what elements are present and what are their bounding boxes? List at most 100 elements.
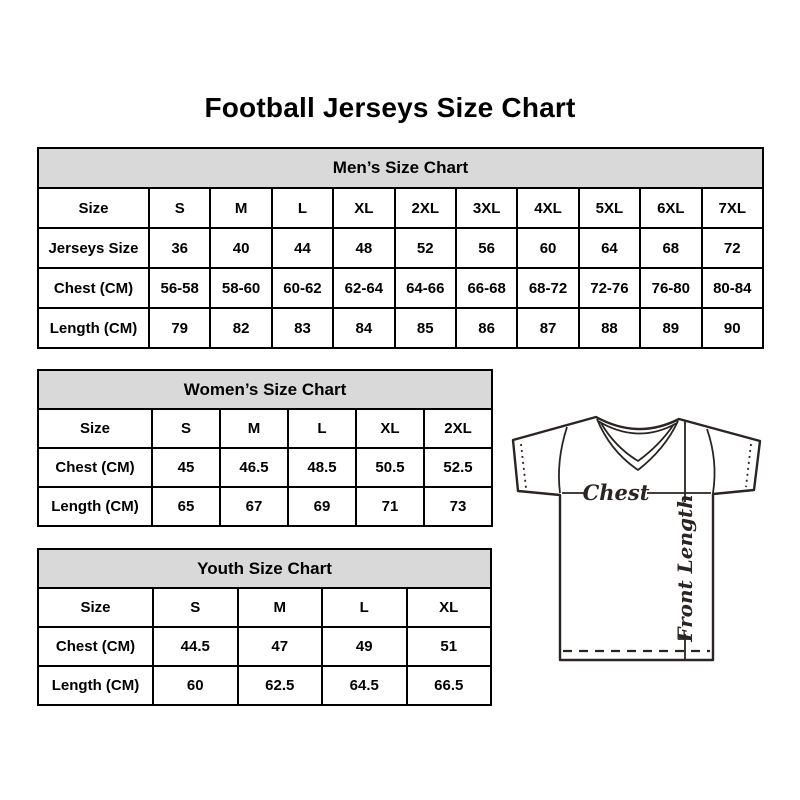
table-cell: 84 <box>332 307 396 349</box>
table-cell: 49 <box>321 626 408 667</box>
table-row: Chest (CM) 56-58 58-60 60-62 62-64 64-66 66-68… <box>37 267 765 309</box>
table-cell: 52 <box>393 227 457 269</box>
row-header: Length (CM) <box>37 307 150 349</box>
table-row: Length (CM) 79 82 83 84 85 86 87 88 89 90 <box>37 307 765 349</box>
table-cell: 60-62 <box>270 267 335 309</box>
table-row: Chest (CM) 45 46.5 48.5 50.5 52.5 <box>37 447 493 488</box>
table-cell: XL <box>332 187 396 229</box>
jersey-measurement-diagram: Chest Front Length <box>511 415 762 662</box>
jersey-collar-inner-v <box>600 422 675 462</box>
table-cell: 88 <box>577 307 642 349</box>
table-cell: 48.5 <box>287 447 357 488</box>
table-cell: 69 <box>287 486 357 527</box>
front-length-measure-line <box>678 420 692 659</box>
jersey-collar-outer-v <box>596 418 679 471</box>
table-cell: 76-80 <box>639 267 703 309</box>
table-cell: 44.5 <box>152 626 239 667</box>
table-row: Length (CM) 65 67 69 71 73 <box>37 486 493 527</box>
table-cell: 58-60 <box>209 267 273 309</box>
table-cell: 68 <box>639 227 703 269</box>
table-cell: 3XL <box>454 187 519 229</box>
jersey-collar-band <box>597 420 678 435</box>
table-cell: 5XL <box>577 187 642 229</box>
section-header-row: Youth Size Chart <box>37 548 492 589</box>
table-cell: L <box>321 587 408 628</box>
row-header: Chest (CM) <box>37 447 153 488</box>
table-cell: 56 <box>454 227 519 269</box>
table-cell: 47 <box>236 626 323 667</box>
table-row: Chest (CM) 44.5 47 49 51 <box>37 626 492 667</box>
section-header-row: Women’s Size Chart <box>37 369 493 410</box>
table-cell: 6XL <box>639 187 703 229</box>
table-cell: 80-84 <box>700 267 765 309</box>
table-cell: 40 <box>209 227 273 269</box>
chest-measure-label: Chest <box>583 480 650 505</box>
table-cell: 7XL <box>700 187 765 229</box>
row-header: Length (CM) <box>37 486 153 527</box>
table-cell: 64 <box>577 227 642 269</box>
table-cell: 73 <box>423 486 493 527</box>
row-header: Chest (CM) <box>37 267 150 309</box>
table-row: Jerseys Size 36 40 44 48 52 56 60 64 68 72 <box>37 227 765 269</box>
table-row: Size S M L XL 2XL 3XL 4XL 5XL 6XL 7XL <box>37 187 765 229</box>
jersey-right-armhole-seam <box>706 428 716 494</box>
row-header: Size <box>37 187 150 229</box>
table-cell: 90 <box>700 307 765 349</box>
youth-table-title: Youth Size Chart <box>37 548 492 589</box>
mens-size-table: Men’s Size Chart Size S M L XL 2XL 3XL 4XL 5XL 6X… <box>37 147 765 349</box>
table-cell: 64.5 <box>321 665 408 706</box>
table-cell: 50.5 <box>355 447 425 488</box>
table-cell: 2XL <box>393 187 457 229</box>
table-cell: XL <box>405 587 492 628</box>
table-cell: 52.5 <box>423 447 493 488</box>
table-cell: 45 <box>151 447 221 488</box>
table-cell: L <box>287 408 357 449</box>
row-header: Jerseys Size <box>37 227 150 269</box>
front-length-measure-label: Front Length <box>673 494 697 643</box>
youth-size-table: Youth Size Chart Size S M L XL Chest (CM) 44.5… <box>37 548 492 706</box>
jersey-left-cuff-stitch <box>520 443 527 489</box>
womens-table-title: Women’s Size Chart <box>37 369 493 410</box>
table-cell: 65 <box>151 486 221 527</box>
womens-size-table: Women’s Size Chart Size S M L XL 2XL Chest (CM… <box>37 369 493 527</box>
table-cell: 2XL <box>423 408 493 449</box>
row-header: Size <box>37 587 154 628</box>
row-header: Length (CM) <box>37 665 154 706</box>
table-cell: 64-66 <box>393 267 457 309</box>
table-cell: 46.5 <box>219 447 289 488</box>
jersey-left-armhole-seam <box>558 426 568 494</box>
table-cell: S <box>147 187 212 229</box>
row-header: Chest (CM) <box>37 626 154 667</box>
table-cell: 56-58 <box>147 267 212 309</box>
table-cell: 85 <box>393 307 457 349</box>
table-row: Size S M L XL 2XL <box>37 408 493 449</box>
jersey-outline <box>511 415 762 662</box>
table-cell: 62-64 <box>332 267 396 309</box>
table-cell: 66-68 <box>454 267 519 309</box>
table-row: Length (CM) 60 62.5 64.5 66.5 <box>37 665 492 706</box>
table-cell: 79 <box>147 307 212 349</box>
table-cell: S <box>151 408 221 449</box>
table-cell: 89 <box>639 307 703 349</box>
table-cell: 60 <box>152 665 239 706</box>
table-cell: 44 <box>270 227 335 269</box>
table-cell: 68-72 <box>516 267 580 309</box>
table-cell: 48 <box>332 227 396 269</box>
table-cell: 66.5 <box>405 665 492 706</box>
table-row: Size S M L XL <box>37 587 492 628</box>
table-cell: 4XL <box>516 187 580 229</box>
table-cell: 83 <box>270 307 335 349</box>
table-cell: 36 <box>147 227 212 269</box>
table-cell: 72 <box>700 227 765 269</box>
table-cell: 62.5 <box>236 665 323 706</box>
table-cell: 67 <box>219 486 289 527</box>
table-cell: L <box>270 187 335 229</box>
page-title: Football Jerseys Size Chart <box>204 92 576 123</box>
jersey-right-cuff-stitch <box>745 443 752 488</box>
section-header-row: Men’s Size Chart <box>37 147 764 189</box>
table-cell: 60 <box>516 227 580 269</box>
table-cell: 86 <box>454 307 519 349</box>
table-cell: 82 <box>209 307 273 349</box>
table-cell: 72-76 <box>577 267 642 309</box>
